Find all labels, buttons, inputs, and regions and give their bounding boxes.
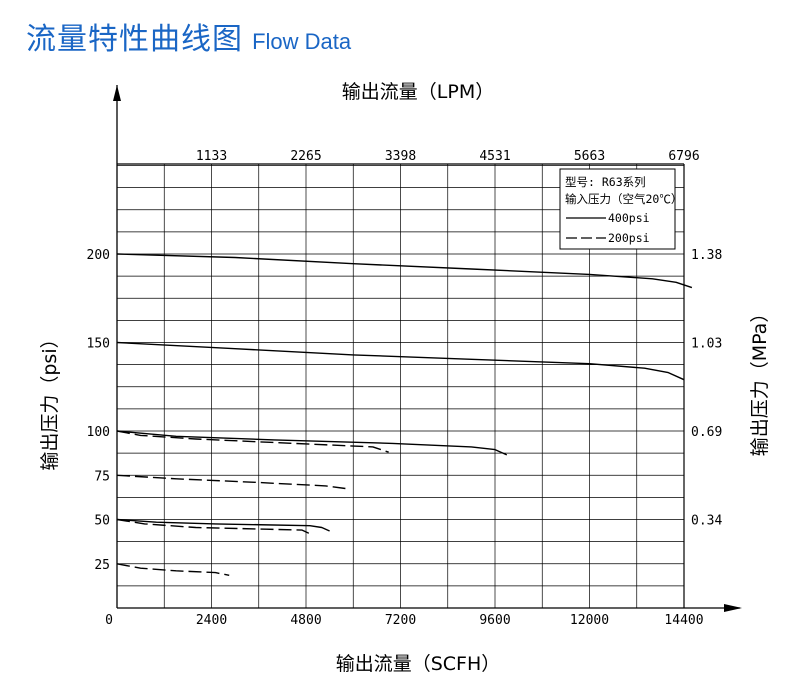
x-tick-bottom: 14400 [664, 613, 703, 628]
x-tick-top: 5663 [574, 149, 605, 164]
y-tick-left: 50 [94, 514, 110, 529]
y-title-left: 输出压力（psi） [39, 329, 61, 470]
y-tick-right: 1.38 [691, 248, 722, 263]
x-tick-top: 6796 [668, 149, 699, 164]
legend-entry-200psi: 200psi [608, 231, 650, 245]
page-title: 流量特性曲线图 Flow Data [26, 14, 351, 58]
x-tick-bottom: 0 [105, 613, 113, 628]
title-cn: 流量特性曲线图 [26, 22, 243, 57]
series-line-dashed [116, 518, 311, 535]
legend-entry-400psi: 400psi [608, 211, 650, 225]
series-line-solid [116, 341, 685, 381]
x-tick-top: 1133 [196, 149, 227, 164]
chart-grid [117, 164, 684, 608]
chart-ticks: 0 2400 4800 7200 9600 12000 14400 1133 2265 3398 4… [87, 149, 723, 628]
x-axis-arrow [724, 604, 742, 612]
legend-box [559, 168, 676, 250]
x-tick-bottom: 4800 [290, 613, 321, 628]
y-tick-left: 150 [87, 337, 110, 352]
y-tick-left: 100 [87, 425, 110, 440]
legend-model: 型号: R63系列 [565, 175, 646, 189]
series-line-solid [116, 430, 508, 456]
series-line-solid [116, 518, 330, 532]
chart-legend: 型号: R63系列 输入压力（空气20℃） 400psi 200psi [559, 168, 682, 250]
y-axis-arrow [113, 85, 121, 101]
y-tick-left: 200 [87, 248, 110, 263]
series-line-dashed [116, 474, 346, 490]
x-tick-bottom: 2400 [196, 613, 227, 628]
series-line-solid [116, 253, 693, 289]
x-tick-top: 3398 [385, 149, 416, 164]
legend-input: 输入压力（空气20℃） [565, 192, 682, 206]
chart-axes [113, 85, 742, 612]
x-tick-bottom: 9600 [479, 613, 510, 628]
chart-series [116, 253, 693, 576]
y-tick-right: 1.03 [691, 337, 722, 352]
x-tick-top: 2265 [290, 149, 321, 164]
title-en: Flow Data [252, 29, 352, 54]
y-title-right: 输出压力（MPa） [749, 304, 771, 457]
x-tick-bottom: 12000 [570, 613, 609, 628]
x-tick-bottom: 7200 [385, 613, 416, 628]
x-title-bottom: 输出流量（SCFH） [336, 653, 501, 675]
y-tick-left: 25 [94, 558, 110, 573]
y-tick-right: 0.69 [691, 425, 722, 440]
series-line-dashed [116, 430, 389, 453]
y-tick-right: 0.34 [691, 514, 722, 529]
y-tick-left: 75 [94, 469, 110, 484]
series-line-dashed [116, 563, 230, 576]
x-title-top: 输出流量（LPM） [342, 81, 494, 103]
x-tick-top: 4531 [479, 149, 510, 164]
